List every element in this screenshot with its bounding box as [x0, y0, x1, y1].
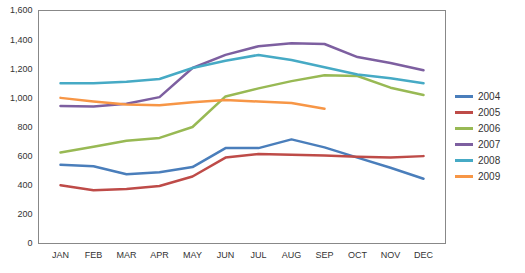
svg-text:MAR: MAR [117, 250, 138, 260]
svg-text:APR: APR [150, 250, 169, 260]
svg-text:SEP: SEP [315, 250, 333, 260]
svg-text:1,600: 1,600 [10, 5, 33, 15]
svg-text:MAY: MAY [183, 250, 202, 260]
svg-text:AUG: AUG [282, 250, 302, 260]
svg-text:400: 400 [17, 180, 32, 190]
svg-text:DEC: DEC [414, 250, 434, 260]
svg-text:600: 600 [17, 151, 32, 161]
html-text:2006: 2006 [478, 123, 501, 134]
svg-text:0: 0 [27, 238, 32, 248]
html-text:2004: 2004 [478, 91, 501, 102]
svg-text:1,200: 1,200 [10, 64, 33, 74]
svg-text:NOV: NOV [381, 250, 401, 260]
svg-text:800: 800 [17, 122, 32, 132]
svg-text:200: 200 [17, 209, 32, 219]
html-text:2005: 2005 [478, 107, 501, 118]
html-text:2007: 2007 [478, 139, 501, 150]
svg-text:OCT: OCT [348, 250, 368, 260]
svg-text:1,400: 1,400 [10, 35, 33, 45]
svg-text:JUN: JUN [217, 250, 235, 260]
svg-text:JUL: JUL [250, 250, 266, 260]
html-text:2008: 2008 [478, 155, 501, 166]
svg-text:JAN: JAN [52, 250, 69, 260]
svg-text:FEB: FEB [85, 250, 103, 260]
html-text:2009: 2009 [478, 171, 501, 182]
svg-text:1,000: 1,000 [10, 93, 33, 103]
